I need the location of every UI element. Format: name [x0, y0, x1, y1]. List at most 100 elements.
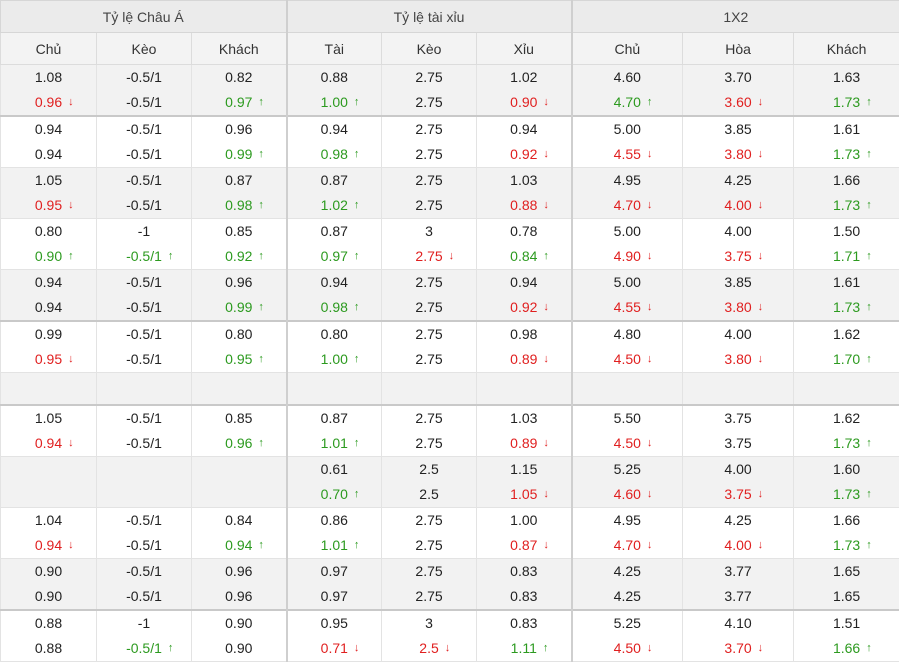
odds-value: 1.63: [833, 65, 860, 90]
opening-odds: 1.62: [794, 406, 899, 431]
opening-odds: 0.88: [288, 65, 382, 90]
odds-cell: 4.95 4.70↓: [572, 168, 683, 219]
odds-value: 0.96: [225, 559, 252, 584]
opening-odds: 5.00: [573, 270, 683, 295]
odds-value-text: 0.95: [225, 351, 252, 367]
opening-odds: 4.60: [573, 65, 683, 90]
odds-value: 0.89↓: [510, 431, 537, 456]
odds-value-text: 3.75: [724, 248, 751, 264]
odds-value: 4.60: [614, 65, 641, 90]
odds-value-text: 4.95: [614, 172, 641, 188]
odds-value: 1.65: [833, 584, 860, 609]
odds-value-text: 4.25: [724, 172, 751, 188]
odds-value: 1.62: [833, 322, 860, 347]
odds-value-text: -0.5/1: [126, 537, 162, 553]
odds-value: 4.00↓: [724, 533, 751, 558]
odds-value-text: 0.85: [225, 410, 252, 426]
odds-value-text: 0.96: [225, 563, 252, 579]
odds-value-text: 5.25: [614, 615, 641, 631]
current-odds: 0.97: [288, 584, 382, 609]
arrow-down-icon: ↓: [647, 244, 653, 269]
opening-odds: 2.75: [382, 508, 476, 533]
current-odds: -0.5/1: [97, 193, 191, 218]
odds-value: 5.25: [614, 457, 641, 482]
odds-value-text: 1.73: [833, 146, 860, 162]
odds-value: 1.03: [510, 168, 537, 193]
odds-value: 0.97: [321, 559, 348, 584]
odds-value-text: 2.75: [415, 435, 442, 451]
odds-value-text: -0.5/1: [126, 435, 162, 451]
arrow-down-icon: ↓: [758, 295, 764, 320]
odds-value-text: 3.77: [724, 588, 751, 604]
opening-odds: 2.75: [382, 559, 476, 584]
opening-odds: 4.80: [573, 322, 683, 347]
arrow-down-icon: ↓: [543, 142, 549, 167]
odds-value-text: 2.75: [415, 69, 442, 85]
current-odds: 0.94: [1, 142, 96, 167]
opening-odds: 1.15: [477, 457, 571, 482]
opening-odds: 1.02: [477, 65, 571, 90]
arrow-down-icon: ↓: [68, 347, 74, 372]
odds-value: 4.95: [614, 168, 641, 193]
odds-value: 0.88: [321, 65, 348, 90]
arrow-up-icon: ↑: [258, 431, 264, 456]
opening-odds: -1: [97, 219, 191, 244]
current-odds: 4.55↓: [573, 142, 683, 167]
odds-value: 3.85: [724, 117, 751, 142]
opening-odds: 0.87: [192, 168, 286, 193]
odds-value: 0.87: [225, 168, 252, 193]
odds-value: 2.75: [415, 431, 442, 456]
arrow-down-icon: ↓: [758, 533, 764, 558]
arrow-down-icon: ↓: [543, 295, 549, 320]
arrow-down-icon: ↓: [543, 193, 549, 218]
current-odds: 4.50↓: [573, 431, 683, 456]
current-odds: [1, 482, 96, 507]
odds-value-text: 1.61: [833, 274, 860, 290]
opening-odds: 0.97: [288, 559, 382, 584]
opening-odds: 4.00: [683, 219, 793, 244]
opening-odds: 0.94: [288, 270, 382, 295]
opening-odds: 0.82: [192, 65, 286, 90]
odds-value: -0.5/1: [126, 117, 162, 142]
odds-value: 3.75: [724, 406, 751, 431]
odds-value: 0.99↑: [225, 295, 252, 320]
arrow-down-icon: ↓: [647, 193, 653, 218]
odds-value-text: 4.10: [724, 615, 751, 631]
odds-value-text: 0.95: [321, 615, 348, 631]
odds-value: 4.10: [724, 611, 751, 636]
odds-value-text: 1.00: [510, 512, 537, 528]
current-odds: 3.75: [683, 431, 793, 456]
current-odds: 3.80↓: [683, 142, 793, 167]
odds-value: 0.83: [510, 584, 537, 609]
arrow-down-icon: ↓: [445, 636, 451, 661]
current-odds: 1.73↑: [794, 193, 899, 218]
odds-cell: [192, 373, 287, 406]
odds-value-text: 0.88: [321, 69, 348, 85]
opening-odds: 0.94: [1, 117, 96, 142]
odds-value: 0.97↑: [321, 244, 348, 269]
arrow-down-icon: ↓: [758, 636, 764, 661]
current-odds: 0.89↓: [477, 347, 571, 372]
odds-value-text: 4.00: [724, 326, 751, 342]
odds-value-text: 0.89: [510, 435, 537, 451]
odds-value: 0.82: [225, 65, 252, 90]
col-1x2-home: Chủ: [572, 33, 683, 65]
current-odds: 4.70↓: [573, 193, 683, 218]
odds-value: 0.80: [35, 219, 62, 244]
odds-value-text: 2.5: [419, 640, 438, 656]
odds-cell: [572, 373, 683, 406]
odds-value: 1.73↑: [833, 533, 860, 558]
odds-value: 0.96: [225, 117, 252, 142]
odds-value-text: 3.85: [724, 274, 751, 290]
